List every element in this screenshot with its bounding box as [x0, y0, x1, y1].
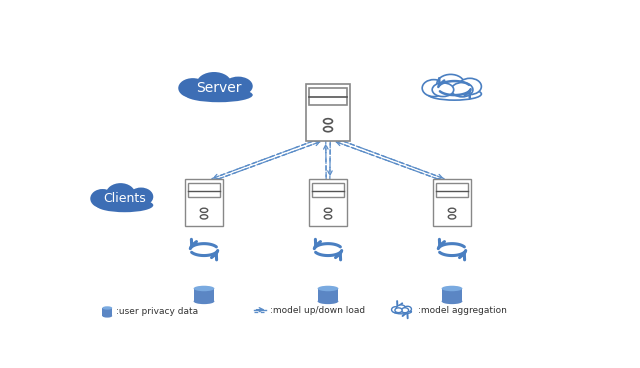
Ellipse shape [193, 298, 214, 304]
Ellipse shape [392, 307, 399, 312]
Ellipse shape [436, 74, 465, 94]
Ellipse shape [395, 308, 402, 312]
Bar [102, 308, 112, 316]
Ellipse shape [102, 314, 112, 318]
Ellipse shape [196, 72, 232, 95]
Bar [442, 289, 463, 301]
Text: :model aggregation: :model aggregation [419, 306, 507, 315]
Text: :model up/down load: :model up/down load [270, 306, 365, 315]
Ellipse shape [215, 82, 242, 98]
FancyBboxPatch shape [436, 183, 468, 197]
Ellipse shape [129, 188, 154, 206]
FancyBboxPatch shape [433, 180, 470, 226]
Ellipse shape [101, 193, 124, 208]
Ellipse shape [317, 286, 339, 291]
Circle shape [200, 215, 208, 219]
Ellipse shape [185, 88, 253, 102]
FancyBboxPatch shape [186, 180, 223, 226]
Ellipse shape [401, 308, 408, 313]
FancyBboxPatch shape [306, 84, 350, 141]
Ellipse shape [96, 198, 154, 212]
FancyBboxPatch shape [309, 88, 347, 105]
Ellipse shape [458, 78, 481, 95]
Circle shape [448, 215, 456, 219]
Ellipse shape [394, 309, 412, 314]
Ellipse shape [90, 189, 115, 208]
Ellipse shape [442, 286, 463, 291]
Circle shape [324, 215, 332, 219]
Circle shape [324, 208, 332, 212]
Ellipse shape [122, 192, 144, 209]
Ellipse shape [106, 183, 135, 205]
Ellipse shape [224, 77, 253, 96]
Ellipse shape [193, 286, 214, 291]
FancyBboxPatch shape [312, 183, 344, 197]
Ellipse shape [404, 306, 412, 312]
Circle shape [448, 208, 456, 212]
Text: Server: Server [196, 81, 242, 95]
Ellipse shape [422, 79, 445, 96]
FancyBboxPatch shape [309, 180, 347, 226]
Circle shape [324, 127, 332, 132]
Text: :user privacy data: :user privacy data [116, 307, 198, 316]
Ellipse shape [442, 298, 463, 304]
Ellipse shape [317, 298, 339, 304]
Circle shape [200, 208, 208, 212]
Ellipse shape [428, 88, 481, 100]
Circle shape [324, 119, 332, 124]
Ellipse shape [396, 305, 406, 312]
Ellipse shape [451, 82, 473, 97]
Bar [317, 289, 339, 301]
Bar [193, 289, 214, 301]
Ellipse shape [432, 83, 454, 96]
Ellipse shape [191, 82, 218, 98]
Text: Clients: Clients [103, 192, 146, 205]
FancyBboxPatch shape [188, 183, 220, 197]
Ellipse shape [102, 306, 112, 309]
Ellipse shape [179, 78, 207, 98]
